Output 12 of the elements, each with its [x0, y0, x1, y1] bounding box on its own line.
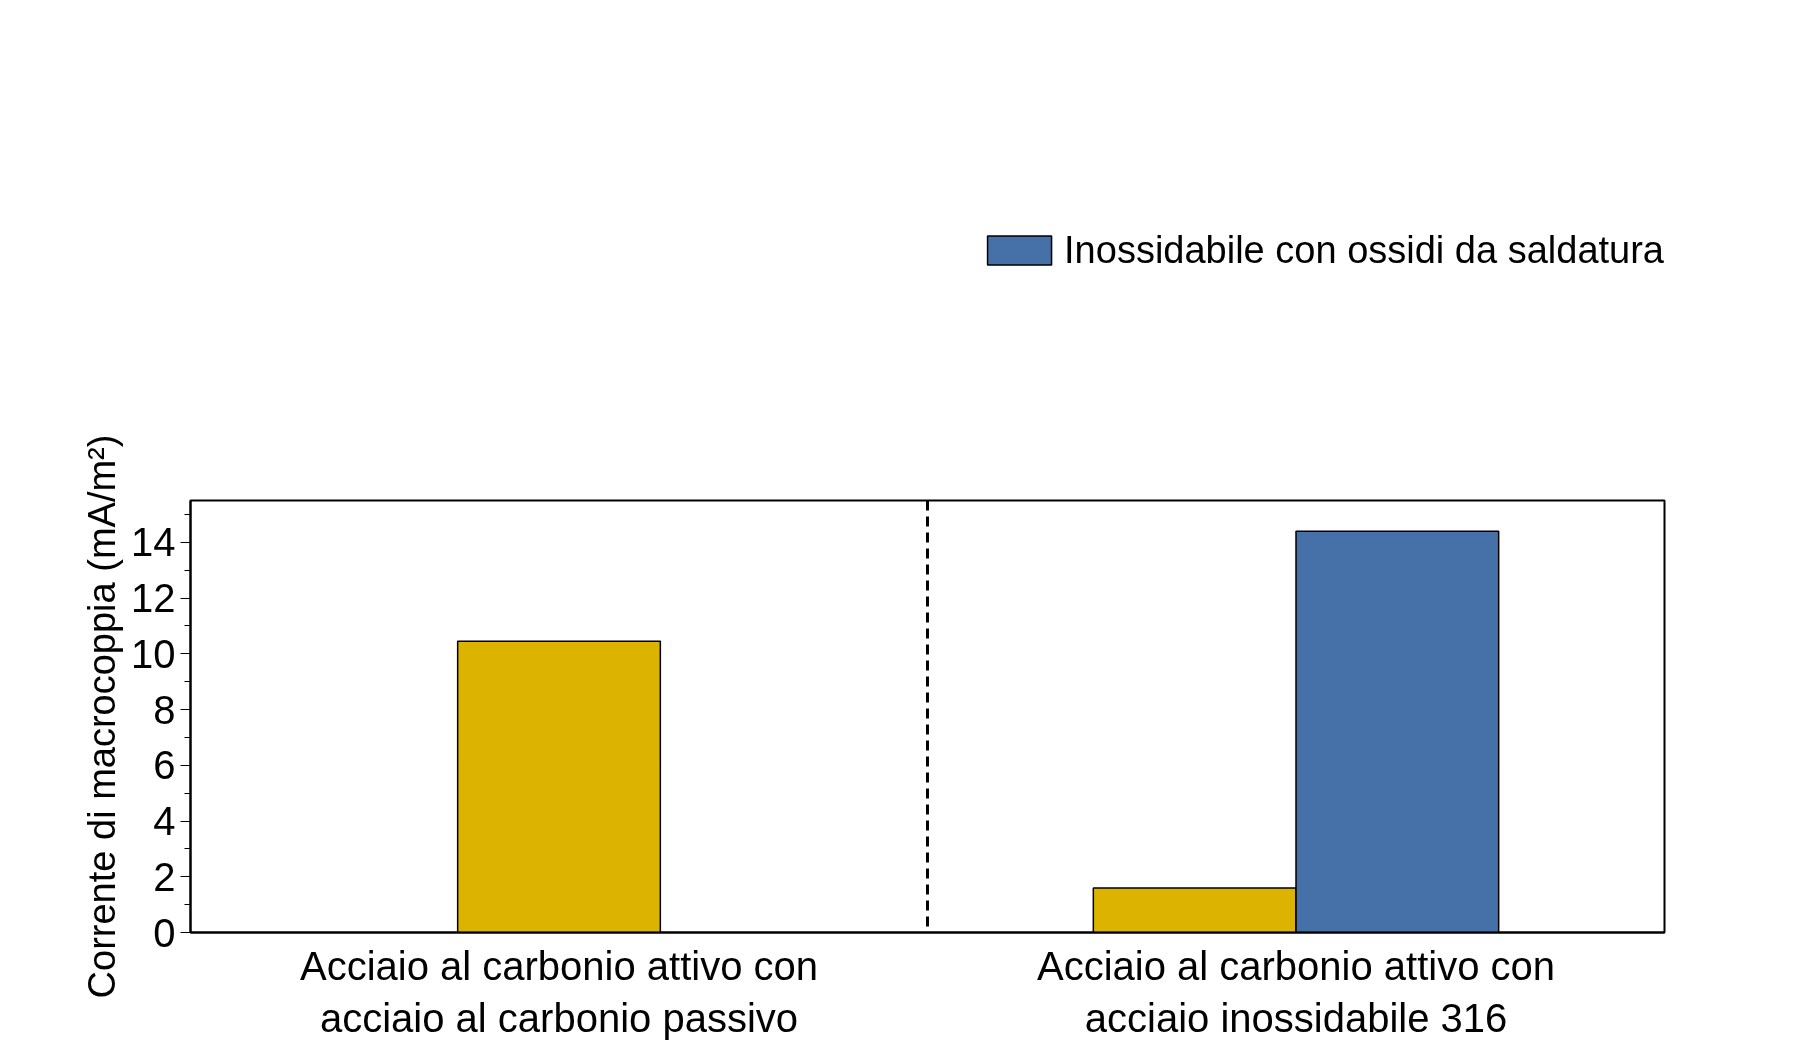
y-tick-label: 10: [131, 631, 176, 676]
y-tick-label: 6: [153, 743, 176, 788]
x-tick-label: Acciaio al carbonio attivo con acciaio al carbonio passivo: [299, 943, 819, 1041]
legend-label: Inossidabile con ossidi da saldatura: [1064, 228, 1664, 272]
y-tick-label: 0: [153, 910, 176, 955]
x-tick-label: Acciaio al carbonio attivo con acciaio inossidabile 316: [1036, 943, 1556, 1041]
y-tick-label: 2: [153, 854, 176, 899]
y-tick-label: 8: [153, 687, 176, 732]
y-tick-label: 4: [153, 799, 176, 844]
y-tick-label: 12: [131, 576, 176, 621]
y-tick-label: 14: [131, 520, 176, 565]
y-axis-title: Corrente di macrocoppia (mA/m²): [81, 434, 124, 999]
